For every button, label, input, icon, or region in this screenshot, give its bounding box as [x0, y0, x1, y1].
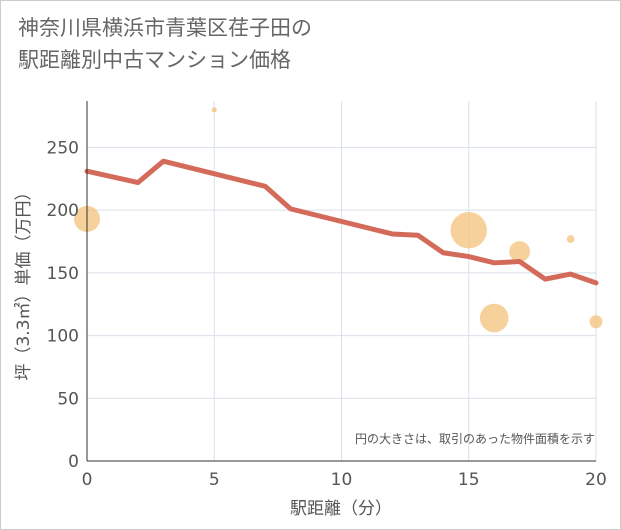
bubble-point-6: [589, 315, 603, 329]
y-tick-label-150: 150: [47, 264, 79, 284]
bubble-point-4: [509, 241, 531, 262]
x-tick-label-20: 20: [585, 470, 607, 490]
bubble-point-2: [450, 211, 487, 249]
axes: [86, 101, 596, 462]
chart-title: 神奈川県横浜市青葉区荏子田の 駅距離別中古マンション価格: [18, 12, 312, 76]
y-tick-label-200: 200: [47, 201, 79, 221]
bubble-size-note: 円の大きさは、取引のあった物件面積を示す: [355, 431, 595, 446]
y-axis-title: 坪（3.3㎡）単価（万円）: [14, 183, 34, 380]
tick-labels: 0 50 100 150 200 250 0 5 10 15 20: [47, 138, 607, 490]
x-tick-label-10: 10: [331, 470, 353, 490]
bubble-point-3: [479, 303, 509, 333]
x-axis-title: 駅距離（分）: [290, 499, 392, 519]
y-tick-label-50: 50: [57, 389, 79, 409]
x-tick-label-5: 5: [209, 470, 220, 490]
chart-title-line-2: 駅距離別中古マンション価格: [18, 48, 291, 72]
y-tick-label-100: 100: [47, 327, 79, 347]
bubble-point-5: [566, 235, 575, 243]
y-tick-label-250: 250: [47, 138, 79, 158]
bubble-point-1: [211, 107, 217, 113]
average-price-line: [84, 158, 599, 286]
y-tick-label-0: 0: [68, 452, 79, 472]
chart-title-line-1: 神奈川県横浜市青葉区荏子田の: [18, 16, 312, 40]
average-price-line-group: [84, 158, 599, 286]
x-tick-label-0: 0: [82, 470, 93, 490]
grid-lines: [87, 101, 597, 461]
bubble-series: [74, 107, 603, 333]
x-tick-label-15: 15: [458, 470, 480, 490]
